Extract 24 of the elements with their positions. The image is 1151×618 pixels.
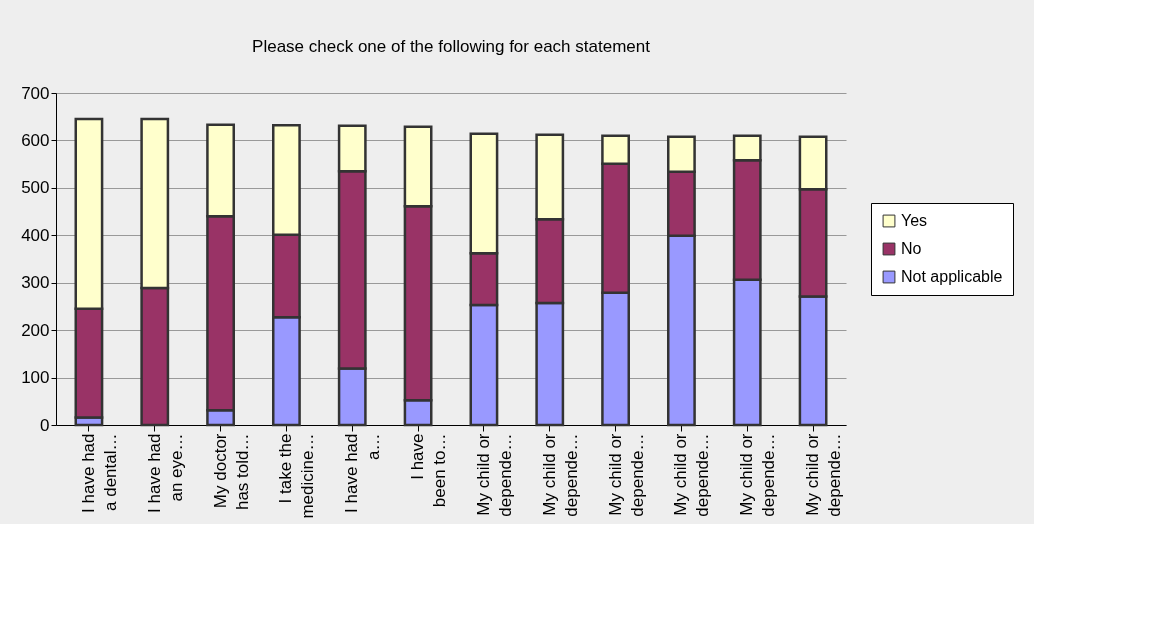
x-tick-label: I take the medicine… <box>276 433 318 519</box>
x-tick-label: My child or depende… <box>539 433 581 517</box>
legend-label: Not applicable <box>901 268 1003 285</box>
y-tick-label: 400 <box>21 225 50 245</box>
legend-label: Yes <box>901 212 928 229</box>
y-tick-label: 500 <box>21 178 50 198</box>
x-tick-label: My child or depende… <box>671 433 713 517</box>
x-tick-label: My doctor has told… <box>210 433 252 511</box>
x-tick-label: I have had an eye… <box>144 433 186 513</box>
y-tick-label: 600 <box>21 130 50 150</box>
chart-title: Please check one of the following for each statement <box>252 37 651 56</box>
x-tick-label: I have had a… <box>342 433 384 513</box>
y-tick-label: 200 <box>21 320 50 340</box>
x-tick-label: My child or depende… <box>605 433 647 517</box>
x-tick-label: I have been to… <box>408 433 450 508</box>
y-tick-label: 100 <box>21 368 50 388</box>
y-tick-label: 0 <box>40 415 50 435</box>
x-tick-label: I have had a dental… <box>78 433 120 513</box>
x-tick-label: My child or depende… <box>803 433 845 517</box>
legend-label: No <box>901 240 922 257</box>
y-tick-label: 300 <box>21 273 50 293</box>
y-tick-label: 700 <box>21 83 50 103</box>
x-tick-label: My child or depende… <box>737 433 779 517</box>
x-tick-label: My child or depende… <box>473 433 515 517</box>
